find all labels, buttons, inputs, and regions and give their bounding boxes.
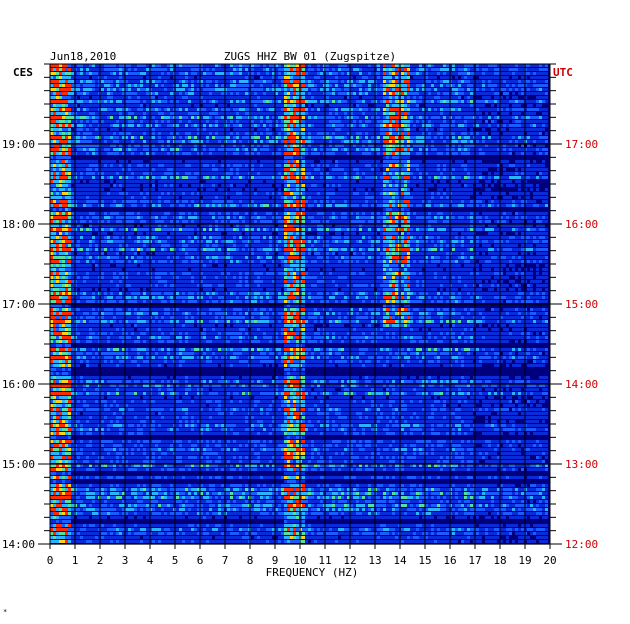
- left-axis: 19:00 18:00 17:00 16:00 15:00 14:00: [2, 63, 556, 551]
- x-tick-label: 13: [368, 554, 381, 567]
- left-tick-label: 16:00: [2, 378, 35, 391]
- x-tick-label: 2: [97, 554, 104, 567]
- x-tick-label: 4: [147, 554, 154, 567]
- chart-date: Jun18,2010: [50, 50, 116, 63]
- x-tick-label: 17: [468, 554, 481, 567]
- footer-mark: *: [3, 608, 7, 616]
- x-tick-label: 1: [72, 554, 79, 567]
- left-tick-label: 19:00: [2, 138, 35, 151]
- left-tick-label: 18:00: [2, 218, 35, 231]
- x-tick-label: 9: [272, 554, 279, 567]
- grid-lines: [49, 64, 551, 545]
- x-tick-label: 19: [518, 554, 531, 567]
- x-tick-label: 0: [47, 554, 54, 567]
- left-tick-label: 15:00: [2, 458, 35, 471]
- x-tick-label: 10: [293, 554, 306, 567]
- right-axis: 17:00 16:00 15:00 14:00 13:00 12:00: [550, 138, 598, 551]
- left-tick-label: 14:00: [2, 538, 35, 551]
- right-tick-label: 17:00: [565, 138, 598, 151]
- x-tick-label: 20: [543, 554, 556, 567]
- right-tick-label: 14:00: [565, 378, 598, 391]
- x-tick-label: 8: [247, 554, 254, 567]
- right-tick-label: 15:00: [565, 298, 598, 311]
- x-tick-label: 12: [343, 554, 356, 567]
- right-axis-label: UTC: [553, 66, 573, 79]
- right-tick-label: 12:00: [565, 538, 598, 551]
- x-tick-label: 15: [418, 554, 431, 567]
- x-axis: 0 1 2 3 4 5 6 7 8 9 10 11 12 13 14 15 16 17 18 19 20: [47, 544, 557, 567]
- right-tick-label: 16:00: [565, 218, 598, 231]
- x-tick-label: 16: [443, 554, 456, 567]
- right-tick-label: 13:00: [565, 458, 598, 471]
- x-axis-label: FREQUENCY (HZ): [266, 566, 359, 579]
- x-tick-label: 11: [318, 554, 331, 567]
- x-tick-label: 18: [493, 554, 506, 567]
- chart-title: ZUGS HHZ BW 01 (Zugspitze): [224, 50, 396, 63]
- x-tick-label: 6: [197, 554, 204, 567]
- x-tick-label: 14: [393, 554, 407, 567]
- left-tick-label: 17:00: [2, 298, 35, 311]
- x-tick-label: 3: [122, 554, 129, 567]
- x-tick-label: 5: [172, 554, 179, 567]
- left-axis-label: CES: [13, 66, 33, 79]
- x-tick-label: 7: [222, 554, 229, 567]
